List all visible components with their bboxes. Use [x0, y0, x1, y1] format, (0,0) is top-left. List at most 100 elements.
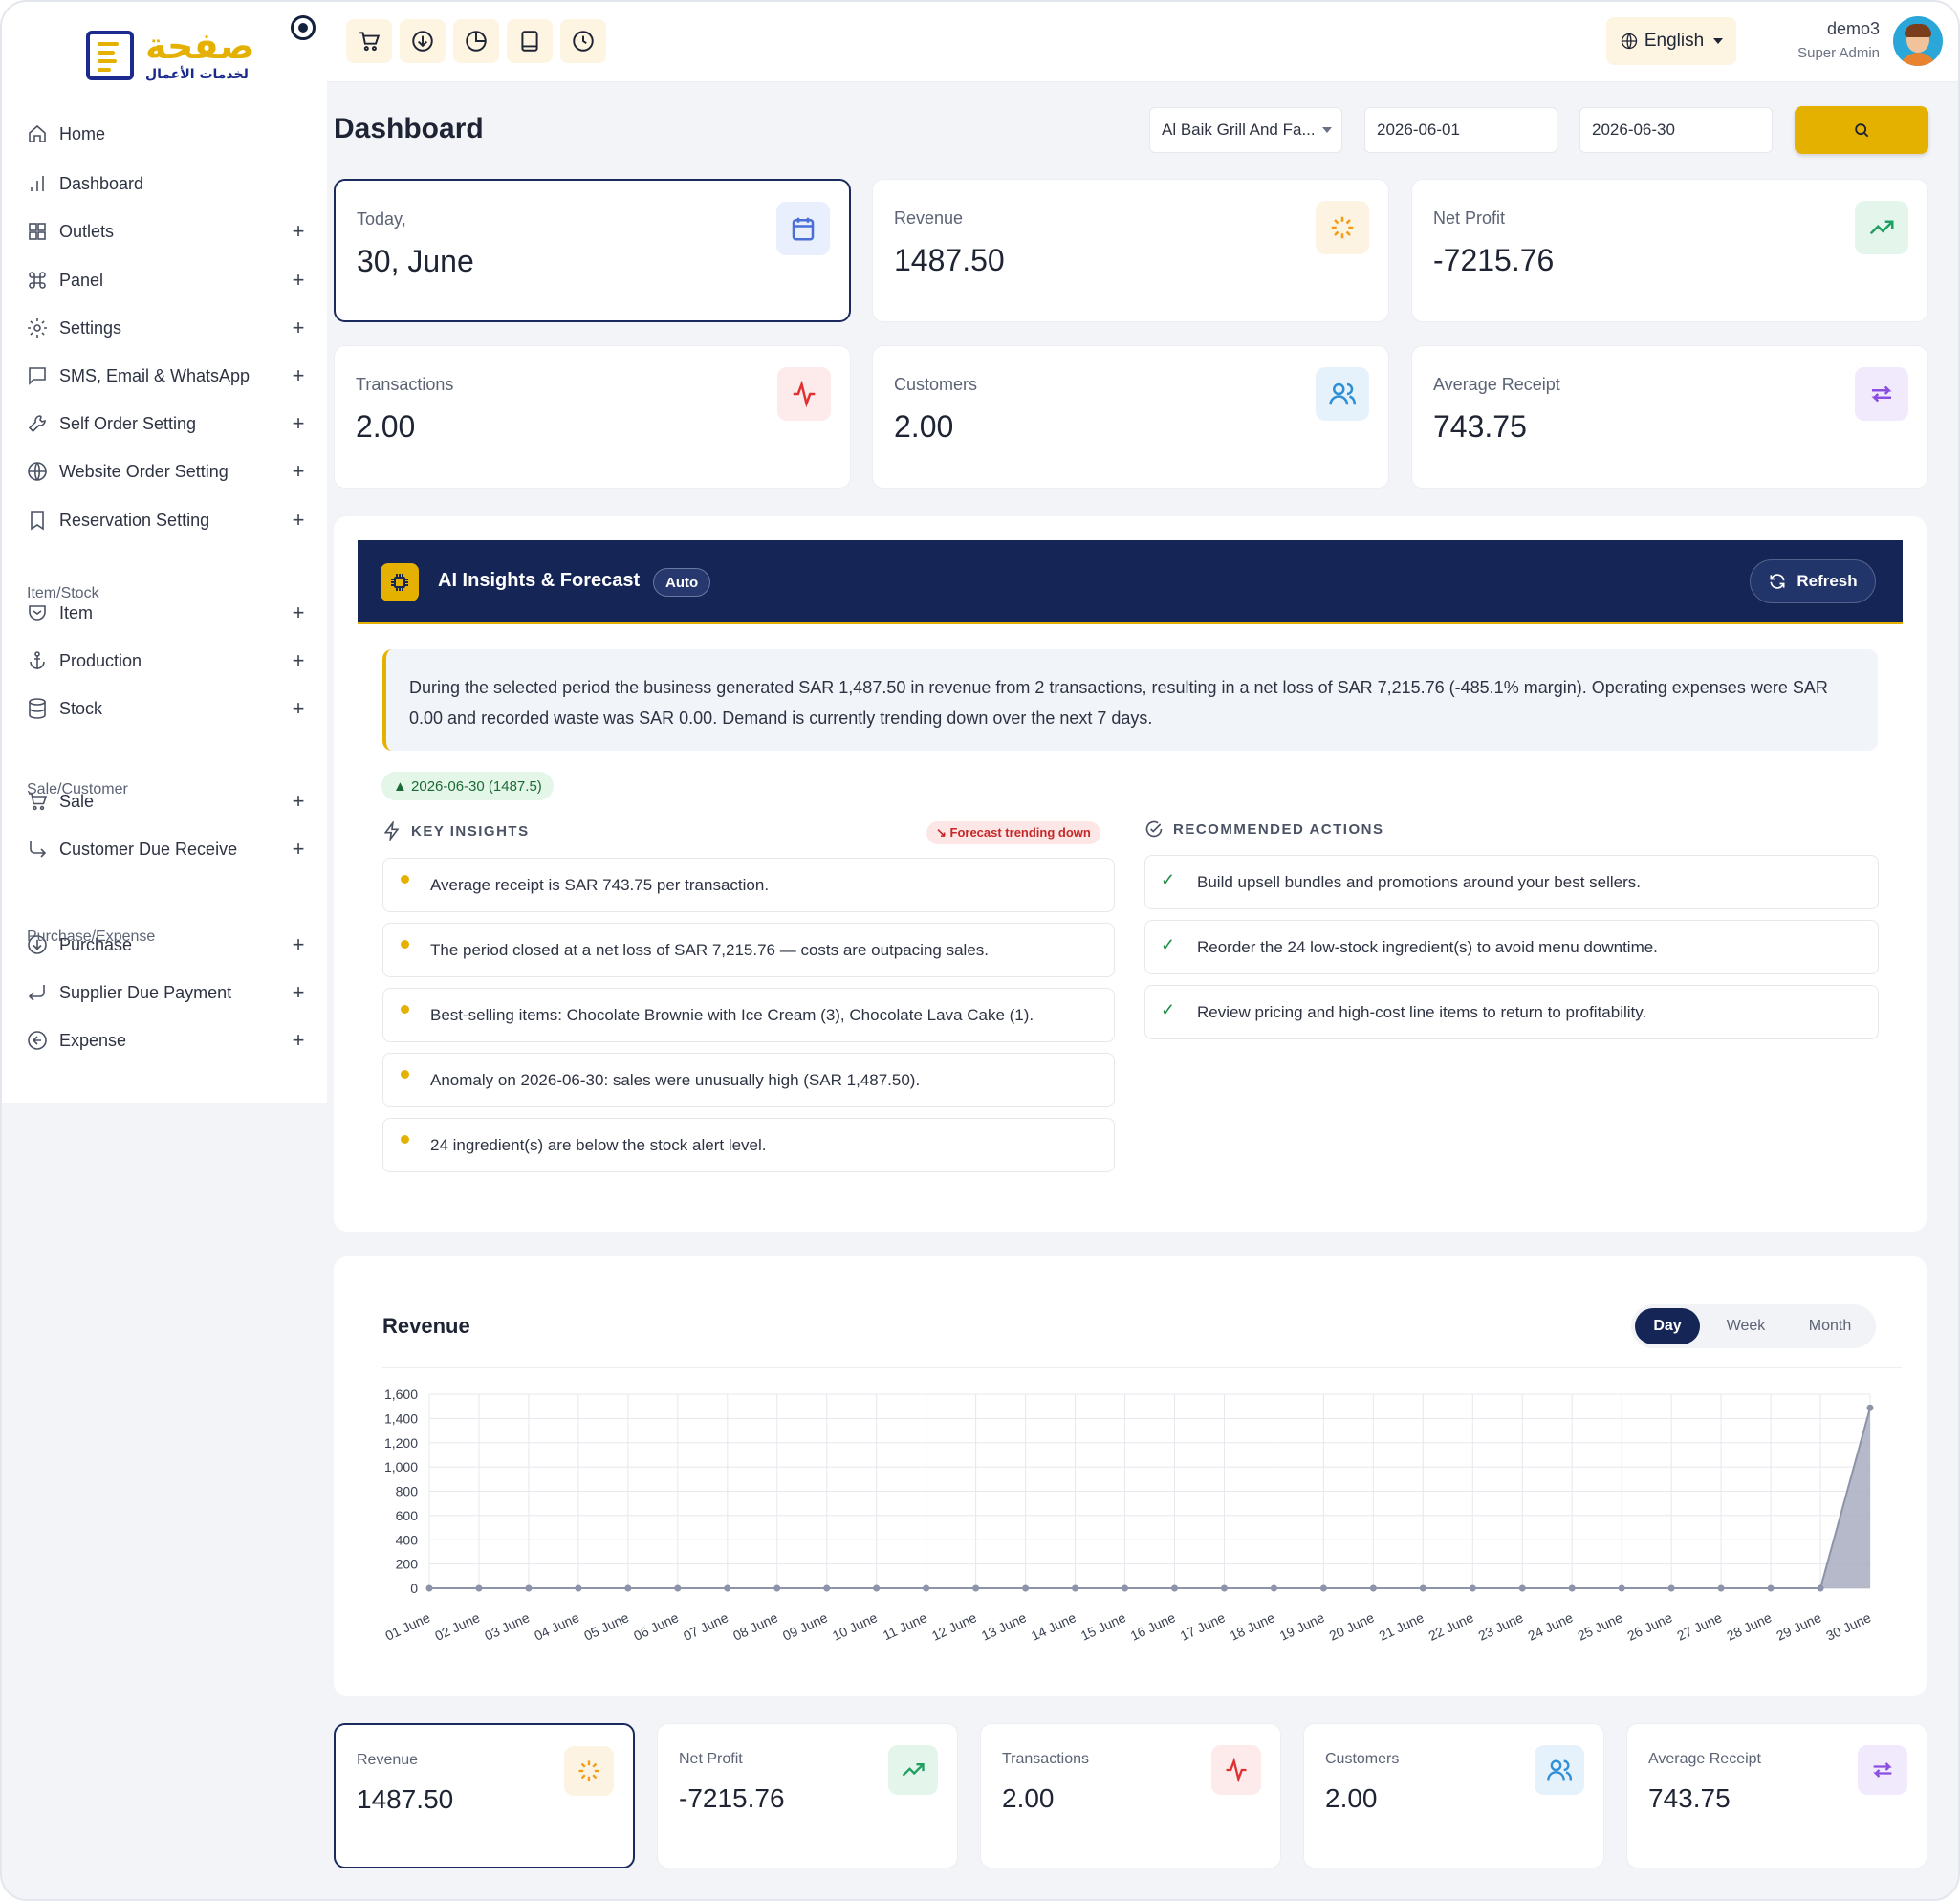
sidebar-item-expense[interactable]: Expense +	[25, 1021, 308, 1060]
action-text: Reorder the 24 low-stock ingredient(s) t…	[1197, 937, 1658, 956]
stat-value: 2.00	[356, 409, 416, 444]
plus-icon[interactable]: +	[292, 268, 305, 292]
book-button[interactable]	[507, 19, 553, 63]
summary-card-net-profit[interactable]: Net Profit -7215.76	[657, 1723, 958, 1868]
sidebar-item-outlets[interactable]: Outlets +	[25, 212, 308, 251]
x-tick-label: 02 June	[432, 1609, 482, 1644]
plus-icon[interactable]: +	[292, 837, 305, 861]
x-tick-label: 26 June	[1624, 1609, 1674, 1644]
revenue-line	[429, 1408, 1871, 1589]
sidebar-item-customer-due-receive[interactable]: Customer Due Receive +	[25, 830, 308, 868]
stat-value: -7215.76	[1433, 243, 1555, 277]
stat-card-revenue[interactable]: Revenue 1487.50	[872, 179, 1389, 322]
plus-icon[interactable]: +	[292, 601, 305, 624]
brand-logo[interactable]: صفحة لخدمات الأعمال	[86, 25, 255, 86]
brand-tagline: لخدمات الأعمال	[145, 67, 249, 82]
home-icon	[25, 121, 50, 146]
sidebar-item-label: Customer Due Receive	[59, 839, 238, 859]
check-icon: ✓	[1161, 935, 1176, 954]
sidebar-item-home[interactable]: Home	[25, 115, 308, 153]
stat-value: 30, June	[357, 244, 474, 278]
shield-icon	[25, 601, 50, 625]
sidebar-item-label: Production	[59, 650, 142, 670]
sidebar-item-production[interactable]: Production +	[25, 642, 308, 680]
language-selector[interactable]: English	[1606, 17, 1736, 65]
revenue-point	[475, 1584, 483, 1592]
sidebar-item-website-order-setting[interactable]: Website Order Setting +	[25, 452, 308, 491]
plus-icon[interactable]: +	[292, 789, 305, 813]
date-to-input[interactable]: 2026-06-30	[1579, 107, 1773, 153]
period-day-button[interactable]: Day	[1635, 1308, 1700, 1344]
sidebar-item-label: Self Order Setting	[59, 413, 197, 433]
check-circle-icon	[1145, 820, 1163, 838]
x-tick-label: 13 June	[979, 1609, 1029, 1644]
plus-icon[interactable]: +	[292, 1028, 305, 1052]
plus-icon[interactable]: +	[292, 363, 305, 387]
sidebar-item-purchase[interactable]: Purchase +	[25, 926, 308, 964]
reports-button[interactable]	[453, 19, 499, 63]
plus-icon[interactable]: +	[292, 508, 305, 532]
date-to-value: 2026-06-30	[1592, 120, 1675, 139]
sidebar-item-panel[interactable]: Panel +	[25, 261, 308, 299]
revenue-chart-panel: Revenue Day Week Month 0 200 400 600 800 1,00…	[334, 1256, 1927, 1696]
plus-icon[interactable]: +	[292, 696, 305, 720]
plus-icon[interactable]: +	[292, 316, 305, 339]
summary-card-average-receipt[interactable]: Average Receipt 743.75	[1626, 1723, 1927, 1868]
y-tick-label: 600	[396, 1508, 419, 1523]
stat-value: 2.00	[894, 409, 954, 444]
summary-card-revenue[interactable]: Revenue 1487.50	[334, 1723, 635, 1868]
sidebar-item-stock[interactable]: Stock +	[25, 689, 308, 728]
summary-card-transactions[interactable]: Transactions 2.00	[980, 1723, 1281, 1868]
avatar[interactable]	[1893, 16, 1943, 66]
stat-card-average-receipt[interactable]: Average Receipt 743.75	[1411, 345, 1928, 489]
outlet-select[interactable]: Al Baik Grill And Fa...	[1149, 107, 1342, 153]
sidebar-item-sale[interactable]: Sale +	[25, 782, 308, 820]
user-name: demo3	[1826, 19, 1880, 38]
stat-card-net-profit[interactable]: Net Profit -7215.76	[1411, 179, 1928, 322]
sidebar-item-label: Reservation Setting	[59, 510, 210, 530]
bullet-icon	[401, 1005, 409, 1014]
check-icon: ✓	[1161, 870, 1176, 889]
sidebar-item-dashboard[interactable]: Dashboard	[25, 164, 308, 203]
history-button[interactable]	[560, 19, 606, 63]
x-tick-label: 27 June	[1674, 1609, 1724, 1644]
y-tick-label: 400	[396, 1532, 419, 1547]
download-icon	[412, 31, 433, 52]
refresh-button[interactable]: Refresh	[1750, 559, 1876, 603]
sidebar-item-settings[interactable]: Settings +	[25, 309, 308, 347]
auto-badge: Auto	[653, 568, 711, 597]
x-tick-label: 22 June	[1426, 1609, 1476, 1644]
stat-card-today[interactable]: Today, 30, June	[334, 179, 851, 322]
period-month-button[interactable]: Month	[1808, 1318, 1852, 1334]
x-tick-label: 08 June	[730, 1609, 780, 1644]
stat-card-customers[interactable]: Customers 2.00	[872, 345, 1389, 489]
loader-icon	[564, 1746, 614, 1796]
date-from-input[interactable]: 2026-06-01	[1364, 107, 1557, 153]
summary-card-customers[interactable]: Customers 2.00	[1303, 1723, 1604, 1868]
stat-value: 1487.50	[894, 243, 1005, 277]
sidebar: صفحة لخدمات الأعمال Home Dashboard Outlets…	[2, 2, 327, 1103]
sidebar-item-label: Supplier Due Payment	[59, 982, 232, 1002]
sidebar-item-label: Dashboard	[59, 173, 144, 193]
sidebar-pin-icon[interactable]	[291, 15, 316, 40]
wrench-icon	[25, 411, 50, 436]
plus-icon[interactable]: +	[292, 932, 305, 956]
download-button[interactable]	[400, 19, 446, 63]
sidebar-item-reservation-setting[interactable]: Reservation Setting +	[25, 501, 308, 539]
search-button[interactable]	[1795, 106, 1928, 154]
insight-text: The period closed at a net loss of SAR 7…	[430, 940, 990, 959]
pos-cart-button[interactable]	[346, 19, 392, 63]
plus-icon[interactable]: +	[292, 411, 305, 435]
plus-icon[interactable]: +	[292, 648, 305, 672]
plus-icon[interactable]: +	[292, 219, 305, 243]
plus-icon[interactable]: +	[292, 980, 305, 1004]
sidebar-item-self-order-setting[interactable]: Self Order Setting +	[25, 404, 308, 443]
sidebar-item-item[interactable]: Item +	[25, 594, 308, 632]
sidebar-item-sms-email-whatsapp[interactable]: SMS, Email & WhatsApp +	[25, 357, 308, 395]
sidebar-item-supplier-due-payment[interactable]: Supplier Due Payment +	[25, 973, 308, 1012]
x-tick-label: 25 June	[1576, 1609, 1625, 1644]
revenue-point	[873, 1584, 881, 1592]
stat-card-transactions[interactable]: Transactions 2.00	[334, 345, 851, 489]
period-week-button[interactable]: Week	[1726, 1318, 1766, 1334]
plus-icon[interactable]: +	[292, 459, 305, 483]
